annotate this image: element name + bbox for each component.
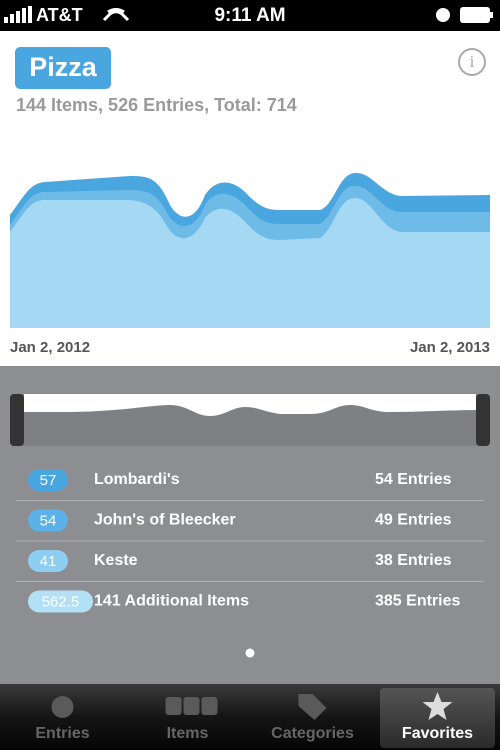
- rank: 562.5: [42, 593, 80, 610]
- list-row[interactable]: 562.5 141 Additional Items 385 Entries: [16, 581, 484, 613]
- tab-icon: [183, 697, 200, 715]
- scrubber-handle[interactable]: [10, 394, 24, 446]
- item-name: 141 Additional Items: [94, 593, 249, 610]
- tab[interactable]: Categories: [271, 694, 354, 742]
- area-layer: [10, 198, 490, 328]
- scrubber-handle[interactable]: [476, 394, 490, 446]
- tab-icon: [298, 694, 327, 720]
- rank-badge: [28, 590, 93, 613]
- list: 57 Lombardi's 54 Entries 54 John's of Bleeck…: [16, 469, 484, 613]
- signal: [4, 6, 32, 23]
- clock: 9:11 AM: [214, 5, 285, 26]
- info-button[interactable]: [458, 48, 486, 76]
- entry-count: 38 Entries: [375, 552, 452, 569]
- tab-highlight: [380, 688, 495, 748]
- entry-count: 54 Entries: [375, 471, 452, 488]
- item-name: John's of Bleecker: [94, 512, 236, 529]
- status-bar: [0, 0, 500, 31]
- rank-badge: [28, 550, 68, 572]
- start-date: Jan 2, 2012: [10, 339, 90, 356]
- tab-icon: [422, 692, 453, 720]
- tab[interactable]: Favorites: [380, 688, 495, 748]
- rank: 54: [40, 512, 57, 529]
- tab-label: Favorites: [402, 725, 473, 742]
- tab-label: Entries: [35, 725, 89, 742]
- alarm-icon: [436, 8, 450, 22]
- carrier: AT&T: [36, 5, 83, 25]
- title-badge: [15, 47, 111, 89]
- rank-badge: [28, 469, 68, 491]
- list-row[interactable]: 57 Lombardi's 54 Entries: [28, 469, 452, 491]
- tab-label: Items: [167, 725, 209, 742]
- item-name: Keste: [94, 552, 138, 569]
- wifi-icon: [102, 7, 130, 22]
- list-row[interactable]: 41 Keste 38 Entries: [16, 540, 484, 572]
- rank-badge: [28, 509, 68, 532]
- rank: 41: [40, 553, 57, 570]
- battery-tip: [490, 12, 493, 18]
- tab-label: Categories: [271, 725, 354, 742]
- tab-icon: [201, 697, 218, 715]
- area-chart: [10, 172, 490, 328]
- tab-icon: [51, 696, 74, 718]
- item-name: Lombardi's: [94, 471, 180, 488]
- rank: 57: [40, 472, 57, 489]
- subtitle: 144 Items, 526 Entries, Total: 714: [16, 95, 297, 115]
- tab-icon: [165, 697, 182, 715]
- page-dot: [245, 648, 255, 658]
- scrubber-preview: [24, 394, 476, 416]
- entry-count: 385 Entries: [375, 593, 460, 610]
- entry-count: 49 Entries: [375, 512, 452, 529]
- end-date: Jan 2, 2013: [410, 339, 490, 356]
- tab[interactable]: Entries: [35, 696, 90, 742]
- title: Pizza: [29, 52, 98, 82]
- tab[interactable]: Items: [165, 697, 218, 742]
- tabs: Entries Items Categories Favorites: [35, 688, 495, 748]
- list-row[interactable]: 54 John's of Bleecker 49 Entries: [16, 500, 484, 532]
- battery: [460, 7, 490, 23]
- info-glyph: i: [470, 52, 475, 71]
